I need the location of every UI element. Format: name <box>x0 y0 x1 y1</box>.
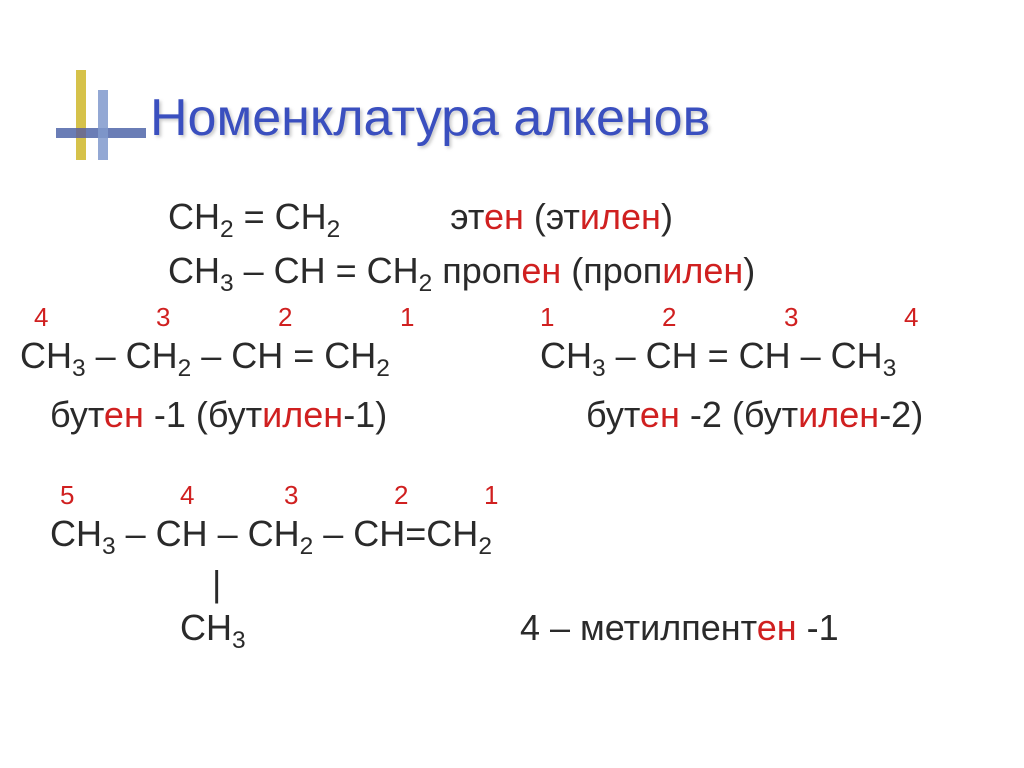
formula-text: CH <box>20 335 72 376</box>
carbon-number: 5 <box>60 480 180 511</box>
name-text: (эт <box>524 196 580 237</box>
subscript: 2 <box>327 216 341 243</box>
name-text: -1) <box>343 394 387 435</box>
carbon-number: 2 <box>278 302 400 333</box>
formula-text: – CH <box>86 335 178 376</box>
subscript: 3 <box>232 627 246 654</box>
name-text: проп <box>432 250 521 291</box>
carbon-number: 2 <box>662 302 784 333</box>
subscript: 3 <box>592 356 606 383</box>
slide-content: CH2 = CH2 этен (этилен) CH3 – CH = CH2 п… <box>20 196 1004 655</box>
name-highlight: илен <box>580 196 661 237</box>
name-highlight: илен <box>262 394 343 435</box>
carbon-number: 1 <box>484 480 544 511</box>
subscript: 2 <box>419 270 433 297</box>
carbon-number: 3 <box>156 302 278 333</box>
formula-text: CH <box>168 196 220 237</box>
subscript: 3 <box>220 270 234 297</box>
carbon-number: 3 <box>284 480 394 511</box>
bond-vertical: | <box>212 563 221 604</box>
subscript: 3 <box>883 356 897 383</box>
name-highlight: ен <box>484 196 524 237</box>
name-highlight: ен <box>521 250 561 291</box>
slide-title: Номенклатура алкенов <box>150 88 710 148</box>
name-text: эт <box>450 196 484 237</box>
name-text: бут <box>586 394 640 435</box>
subscript: 2 <box>376 356 390 383</box>
name-text: ) <box>661 196 673 237</box>
subscript: 3 <box>102 533 116 560</box>
subscript: 2 <box>300 533 314 560</box>
formula-text: CH <box>180 607 232 648</box>
formula-text: – CH = CH – CH <box>606 335 883 376</box>
carbon-number: 1 <box>400 302 510 333</box>
name-text: -1 (бут <box>144 394 262 435</box>
name-highlight: илен <box>662 250 743 291</box>
formula-text: CH <box>540 335 592 376</box>
name-highlight: ен <box>757 607 797 648</box>
subscript: 2 <box>478 533 492 560</box>
formula-text: – CH = CH <box>191 335 376 376</box>
carbon-number: 4 <box>904 302 1004 333</box>
name-text: -2) <box>879 394 923 435</box>
formula-text: = CH <box>234 196 327 237</box>
formula-text: CH <box>168 250 220 291</box>
formula-text: – CH = CH <box>234 250 419 291</box>
slide-corner-decor <box>76 100 136 160</box>
formula-text: – CH – CH <box>116 513 300 554</box>
subscript: 2 <box>220 216 234 243</box>
carbon-number: 1 <box>540 302 662 333</box>
name-highlight: ен <box>640 394 680 435</box>
subscript: 2 <box>178 356 192 383</box>
formula-text: CH <box>50 513 102 554</box>
formula-text: – CH=CH <box>313 513 478 554</box>
subscript: 3 <box>72 356 86 383</box>
name-highlight: ен <box>104 394 144 435</box>
carbon-number: 4 <box>180 480 284 511</box>
carbon-number: 4 <box>34 302 156 333</box>
name-text: ) <box>743 250 755 291</box>
name-highlight: илен <box>798 394 879 435</box>
carbon-number: 2 <box>394 480 484 511</box>
name-text: бут <box>50 394 104 435</box>
name-text: -2 (бут <box>680 394 798 435</box>
name-text: -1 <box>797 607 839 648</box>
carbon-number: 3 <box>784 302 904 333</box>
name-text: 4 – метилпент <box>520 607 757 648</box>
name-text: (проп <box>561 250 662 291</box>
